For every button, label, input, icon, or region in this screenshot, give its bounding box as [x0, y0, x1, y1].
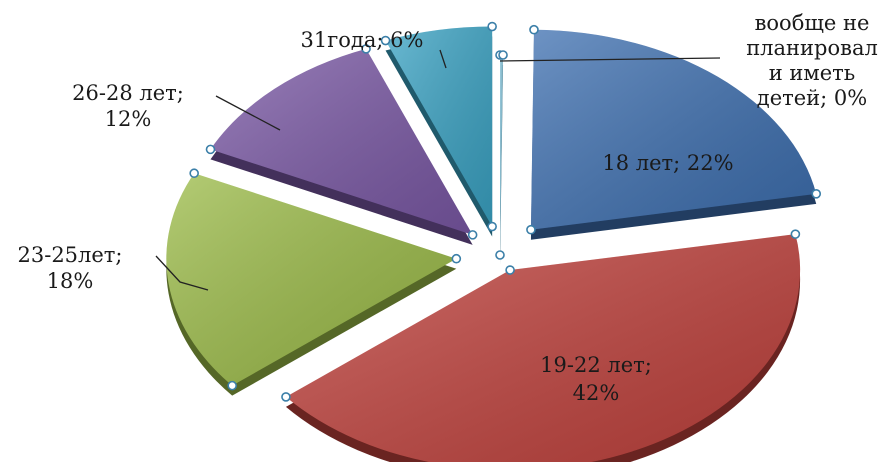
selection-handle[interactable] — [227, 380, 237, 391]
data-label-31года[interactable]: 31года; 6% — [301, 28, 424, 52]
data-label-line: 18% — [47, 269, 94, 293]
data-label-26-28-лет[interactable]: 26-28 лет; 12% — [72, 81, 184, 131]
pie-slice-26-28-лет — [205, 44, 478, 245]
selection-handle[interactable] — [505, 265, 515, 275]
selection-handle[interactable] — [811, 189, 822, 199]
pie-slice-19-22-лет — [281, 229, 801, 462]
data-label-line: 23-25лет; — [18, 243, 123, 267]
selection-handle[interactable] — [487, 21, 497, 32]
pie-slice-shade — [210, 48, 473, 235]
pie-slice-shade — [285, 234, 801, 462]
pie-slice-31года — [380, 21, 497, 237]
selection-handle[interactable] — [495, 250, 505, 260]
data-label-19-22-лет[interactable]: 19-22 лет; 42% — [540, 353, 652, 405]
pie-slice-shade — [500, 55, 504, 255]
selection-handle[interactable] — [790, 229, 801, 239]
pie-slice-вообще-не-планировал-и-иметь-детей — [495, 50, 508, 265]
data-label-line: 26-28 лет; — [72, 81, 184, 105]
data-label-line: и иметь — [769, 61, 855, 85]
selection-handle[interactable] — [281, 392, 291, 402]
pie-slices — [166, 21, 822, 462]
data-label-line: 31года; 6% — [301, 28, 424, 52]
data-label-line: 42% — [573, 381, 620, 405]
pie-slice-18-лет — [526, 24, 822, 240]
data-label-line: 12% — [105, 107, 152, 131]
selection-handle[interactable] — [529, 24, 539, 35]
selection-handle[interactable] — [498, 50, 508, 60]
selection-handle[interactable] — [487, 221, 497, 232]
selection-handle[interactable] — [361, 44, 371, 54]
selection-handle[interactable] — [380, 35, 391, 46]
pie-slice-shade — [166, 173, 457, 386]
data-label-23-25лет[interactable]: 23-25лет; 18% — [18, 243, 123, 293]
data-label-line: планировал — [746, 36, 878, 60]
leader-line — [439, 49, 447, 69]
pie-labels: вообще не планировал и иметь детей; 0% 18 ле… — [18, 11, 878, 405]
selection-handle[interactable] — [526, 224, 536, 235]
data-label-18-лет[interactable]: 18 лет; 22% — [602, 151, 733, 175]
selection-handle[interactable] — [205, 144, 216, 155]
data-label-line: вообще не — [755, 11, 870, 35]
pie-slice-shade — [530, 29, 817, 230]
selection-handle[interactable] — [467, 230, 478, 240]
selection-handle[interactable] — [189, 168, 199, 179]
leader-line — [155, 255, 209, 291]
leader-line — [499, 57, 721, 62]
selection-handle[interactable] — [451, 253, 462, 264]
data-label-line: 19-22 лет; — [540, 353, 652, 377]
data-label-line: 18 лет; 22% — [602, 151, 733, 175]
pie-slice-23-25лет — [166, 168, 462, 396]
pie-slice-shade — [385, 26, 493, 227]
data-label-line: детей; 0% — [757, 86, 867, 110]
data-label-вообще-не-планировал-и-иметь-детей[interactable]: вообще не планировал и иметь детей; 0% — [746, 11, 878, 110]
leader-line — [215, 95, 281, 131]
